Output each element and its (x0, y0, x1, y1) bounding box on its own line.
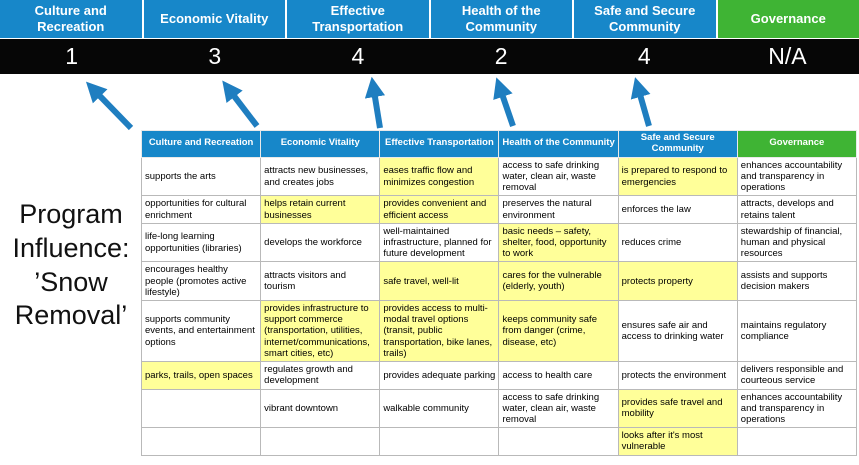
matrix-cell: provides access to multi-modal travel op… (379, 300, 500, 363)
matrix-cell: encourages healthy people (promotes acti… (140, 261, 262, 302)
matrix-cell: attracts new businesses, and creates job… (260, 156, 381, 197)
matrix-header-cell: Health of the Community (498, 130, 619, 158)
influence-matrix: Culture and Recreation Economic Vitality E… (140, 130, 858, 456)
matrix-cell: assists and supports decision makers (736, 261, 858, 302)
summary-header-row: Culture and Recreation Economic Vitality… (0, 0, 859, 38)
matrix-row: life-long learning opportunities (librar… (140, 222, 858, 263)
matrix-cell: walkable community (379, 388, 500, 429)
matrix-row: encourages healthy people (promotes acti… (140, 261, 858, 302)
arrow-icon (222, 80, 260, 128)
matrix-header-row: Culture and Recreation Economic Vitality E… (140, 130, 858, 158)
matrix-cell: develops the workforce (260, 222, 381, 263)
matrix-cell: access to safe drinking water, clean air… (498, 388, 619, 429)
matrix-cell: delivers responsible and courteous servi… (736, 361, 858, 390)
summary-col-safe-secure: Safe and Secure Community (574, 0, 718, 38)
matrix-cell: enforces the law (617, 195, 738, 224)
matrix-cell: provides adequate parking (379, 361, 500, 390)
score-effective-transportation: 4 (351, 43, 365, 69)
matrix-cell: access to health care (498, 361, 619, 390)
page-title: Program Influence: ’Snow Removal’ (12, 199, 130, 331)
arrows-overlay (85, 76, 652, 131)
matrix-header-cell: Economic Vitality (260, 130, 381, 158)
matrix-cell: preserves the natural environment (498, 195, 619, 224)
matrix-row: vibrant downtown walkable community access… (140, 388, 858, 429)
matrix-cell: access to safe drinking water, clean air… (498, 156, 619, 197)
matrix-cell: enhances accountability and transparency… (736, 156, 858, 197)
matrix-cell: is prepared to respond to emergencies (617, 156, 738, 197)
matrix-cell: looks after it's most vulnerable (617, 427, 738, 456)
matrix-cell: protects property (617, 261, 738, 302)
score-safe-secure: 4 (637, 43, 651, 69)
summary-label: Safe and Secure Community (594, 3, 696, 34)
matrix-cell: protects the environment (617, 361, 738, 390)
matrix-header-cell: Effective Transportation (379, 130, 500, 158)
arrow-icon (493, 77, 516, 127)
summary-col-economic-vitality: Economic Vitality (143, 0, 287, 38)
matrix-header-cell: Safe and Secure Community (617, 130, 738, 158)
matrix-cell: enhances accountability and transparency… (736, 388, 858, 429)
matrix-row: supports community events, and entertain… (140, 300, 858, 363)
summary-col-culture-recreation: Culture and Recreation (0, 0, 144, 38)
matrix-cell (498, 427, 619, 456)
summary-col-governance: Governance (717, 0, 859, 38)
matrix-row: opportunities for cultural enrichment hel… (140, 195, 858, 224)
matrix-cell (140, 427, 262, 456)
score-culture-recreation: 1 (65, 43, 78, 69)
matrix-cell: life-long learning opportunities (librar… (140, 222, 262, 263)
score-governance: N/A (768, 43, 807, 69)
summary-label: Culture and Recreation (34, 3, 107, 34)
matrix-cell (260, 427, 381, 456)
matrix-cell: vibrant downtown (260, 388, 381, 429)
matrix-cell: ensures safe air and access to drinking … (617, 300, 738, 363)
matrix-cell: maintains regulatory compliance (736, 300, 858, 363)
matrix-cell: attracts, develops and retains talent (736, 195, 858, 224)
matrix-cell: provides infrastructure to support comme… (260, 300, 381, 363)
matrix-cell: stewardship of financial, human and phys… (736, 222, 858, 263)
matrix-cell: supports community events, and entertain… (140, 300, 262, 363)
matrix-cell: provides safe travel and mobility (617, 388, 738, 429)
matrix-cell: keeps community safe from danger (crime,… (498, 300, 619, 363)
matrix-cell: attracts visitors and tourism (260, 261, 381, 302)
matrix-header-cell: Governance (736, 130, 858, 158)
matrix-cell: well-maintained infrastructure, planned … (379, 222, 500, 263)
matrix-body: supports the arts attracts new businesses… (140, 156, 858, 456)
matrix-cell (736, 427, 858, 456)
summary-col-health-community: Health of the Community (430, 0, 574, 38)
matrix-cell: supports the arts (140, 156, 262, 197)
matrix-cell: reduces crime (617, 222, 738, 263)
arrow-icon (364, 76, 386, 129)
summary-label: Effective Transportation (312, 3, 404, 34)
matrix-cell (140, 388, 262, 429)
score-row: 1 3 4 2 4 N/A (0, 39, 859, 74)
arrow-icon (630, 77, 652, 127)
matrix-row: parks, trails, open spaces regulates grow… (140, 361, 858, 390)
matrix-cell: basic needs – safety, shelter, food, opp… (498, 222, 619, 263)
matrix-cell: parks, trails, open spaces (140, 361, 262, 390)
summary-label: Health of the Community (461, 3, 541, 34)
matrix-cell: safe travel, well-lit (379, 261, 500, 302)
summary-label: Governance (750, 11, 826, 27)
matrix-cell: provides convenient and efficient access (379, 195, 500, 224)
matrix-row: supports the arts attracts new businesses… (140, 156, 858, 197)
arrow-icon (85, 81, 134, 131)
matrix-cell: regulates growth and development (260, 361, 381, 390)
matrix-cell (379, 427, 500, 456)
score-economic-vitality: 3 (208, 43, 222, 69)
matrix-cell: eases traffic flow and minimizes congest… (379, 156, 500, 197)
matrix-cell: cares for the vulnerable (elderly, youth… (498, 261, 619, 302)
summary-col-effective-transportation: Effective Transportation (287, 0, 431, 38)
matrix-row: looks after it's most vulnerable (140, 427, 858, 456)
score-health-community: 2 (494, 43, 508, 69)
matrix-cell: helps retain current businesses (260, 195, 381, 224)
summary-label: Economic Vitality (160, 11, 269, 27)
matrix-cell: opportunities for cultural enrichment (140, 195, 262, 224)
matrix-header-cell: Culture and Recreation (140, 130, 262, 158)
